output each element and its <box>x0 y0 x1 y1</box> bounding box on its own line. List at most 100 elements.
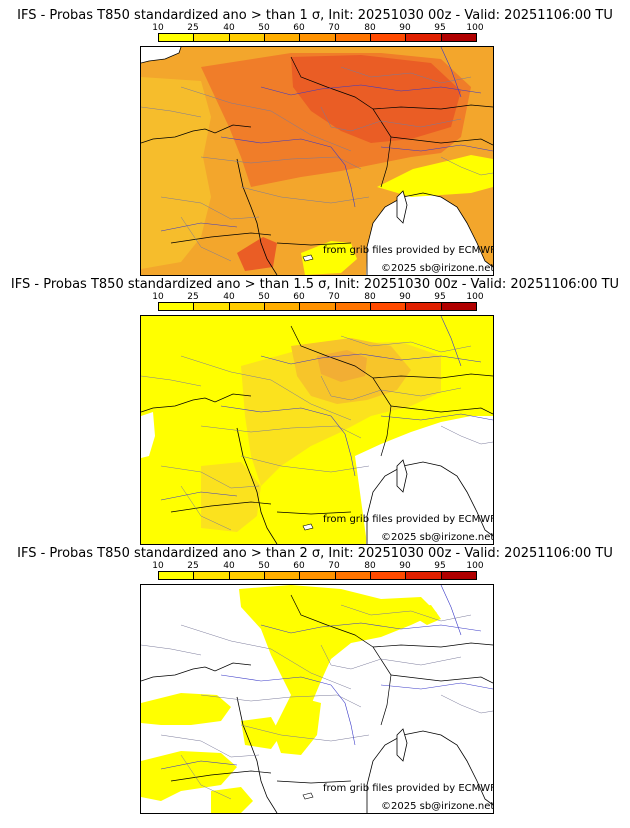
coastline <box>366 192 493 275</box>
field-yellow <box>377 155 493 197</box>
tick-label: 25 <box>187 561 199 571</box>
tick-label: 95 <box>434 561 446 571</box>
map-svg: from grib files provided by ECMWF ©2025 … <box>141 585 493 813</box>
probability-map: from grib files provided by ECMWF ©2025 … <box>140 584 494 814</box>
colorbar-segment <box>406 34 442 41</box>
colorbar <box>158 302 477 311</box>
tick-label: 70 <box>328 23 340 33</box>
tick-label: 100 <box>466 561 484 571</box>
sea-area <box>141 47 181 63</box>
copyright: ©2025 sb@irizone.net <box>381 532 493 543</box>
tick-label: 80 <box>364 23 376 33</box>
colorbar-segment <box>441 572 476 579</box>
field-hotter <box>237 237 277 271</box>
field-hotter <box>317 350 367 382</box>
data-credit: from grib files provided by ECMWF <box>323 514 493 525</box>
field-light <box>201 462 261 532</box>
tick-label: 95 <box>434 23 446 33</box>
field-yellow <box>141 751 237 801</box>
colorbar-segment <box>264 34 301 41</box>
colorbar <box>158 571 477 580</box>
tick-label: 10 <box>152 292 164 302</box>
sea-area <box>141 412 155 458</box>
data-credit: from grib files provided by ECMWF <box>323 245 493 256</box>
tick-label: 50 <box>258 23 270 33</box>
colorbar-segment <box>159 303 195 310</box>
tick-label: 80 <box>364 292 376 302</box>
field-yellow <box>241 717 281 749</box>
colorbar-segment <box>229 34 265 41</box>
tick-label: 60 <box>293 23 305 33</box>
coastline <box>141 662 278 813</box>
corsica <box>396 190 408 224</box>
colorbar-segment <box>194 572 230 579</box>
coastline <box>141 393 278 544</box>
colorbar-segment <box>159 572 195 579</box>
field-yellow <box>401 605 441 625</box>
colorbar-segment <box>335 34 371 41</box>
coastline <box>366 461 493 544</box>
field-yellow <box>273 695 321 755</box>
tick-label: 25 <box>187 292 199 302</box>
colorbar-segment <box>159 34 195 41</box>
field-yellow <box>211 787 253 813</box>
tick-label: 60 <box>293 292 305 302</box>
colorbar-segment <box>300 303 336 310</box>
coastline <box>141 47 182 64</box>
field-hotter <box>291 55 461 143</box>
colorbar-segment <box>300 34 336 41</box>
colorbar-segment <box>406 303 442 310</box>
colorbar-segment <box>264 303 301 310</box>
tick-label: 25 <box>187 23 199 33</box>
colorbar-segment <box>335 572 371 579</box>
data-credit: from grib files provided by ECMWF <box>323 783 493 794</box>
field-light <box>141 77 211 269</box>
tick-label: 50 <box>258 292 270 302</box>
tick-label: 40 <box>223 23 235 33</box>
national-borders <box>170 594 493 784</box>
colorbar-segment <box>370 572 407 579</box>
colorbar-segment <box>264 572 301 579</box>
coastline <box>141 124 278 275</box>
colorbar-segment <box>370 34 407 41</box>
colorbar-segment <box>441 34 476 41</box>
national-borders <box>170 325 493 515</box>
tick-label: 50 <box>258 561 270 571</box>
colorbar-segment <box>229 572 265 579</box>
rivers <box>160 316 493 501</box>
colorbar-segment <box>406 572 442 579</box>
tick-label: 10 <box>152 23 164 33</box>
tick-label: 90 <box>399 292 411 302</box>
copyright: ©2025 sb@irizone.net <box>381 801 493 812</box>
tick-label: 95 <box>434 292 446 302</box>
panel-title: IFS - Probas T850 standardized ano > tha… <box>17 546 613 561</box>
colorbar-segment <box>335 303 371 310</box>
map-svg: from grib files provided by ECMWF ©2025 … <box>141 47 493 275</box>
tick-label: 100 <box>466 23 484 33</box>
copyright: ©2025 sb@irizone.net <box>381 263 493 274</box>
tick-label: 40 <box>223 561 235 571</box>
colorbar-tick-labels: 10 25 40 50 60 70 80 90 95 100 <box>150 292 495 302</box>
tick-label: 80 <box>364 561 376 571</box>
tick-label: 70 <box>328 292 340 302</box>
regional-borders <box>141 604 493 800</box>
regional-borders <box>141 335 493 531</box>
colorbar-segment <box>300 572 336 579</box>
national-borders <box>170 56 493 246</box>
coastline <box>366 730 493 813</box>
tick-label: 100 <box>466 292 484 302</box>
balearic-island <box>302 523 314 531</box>
rivers <box>160 585 493 770</box>
tick-label: 60 <box>293 561 305 571</box>
colorbar-segment <box>194 34 230 41</box>
probability-map: from grib files provided by ECMWF ©2025 … <box>140 46 494 276</box>
rivers <box>160 47 493 232</box>
regional-borders <box>141 66 493 262</box>
field-yellow <box>239 585 437 715</box>
colorbar-segment <box>441 303 476 310</box>
tick-label: 10 <box>152 561 164 571</box>
tick-label: 70 <box>328 561 340 571</box>
colorbar-tick-labels: 10 25 40 50 60 70 80 90 95 100 <box>150 23 495 33</box>
corsica <box>396 728 408 762</box>
tick-label: 90 <box>399 561 411 571</box>
